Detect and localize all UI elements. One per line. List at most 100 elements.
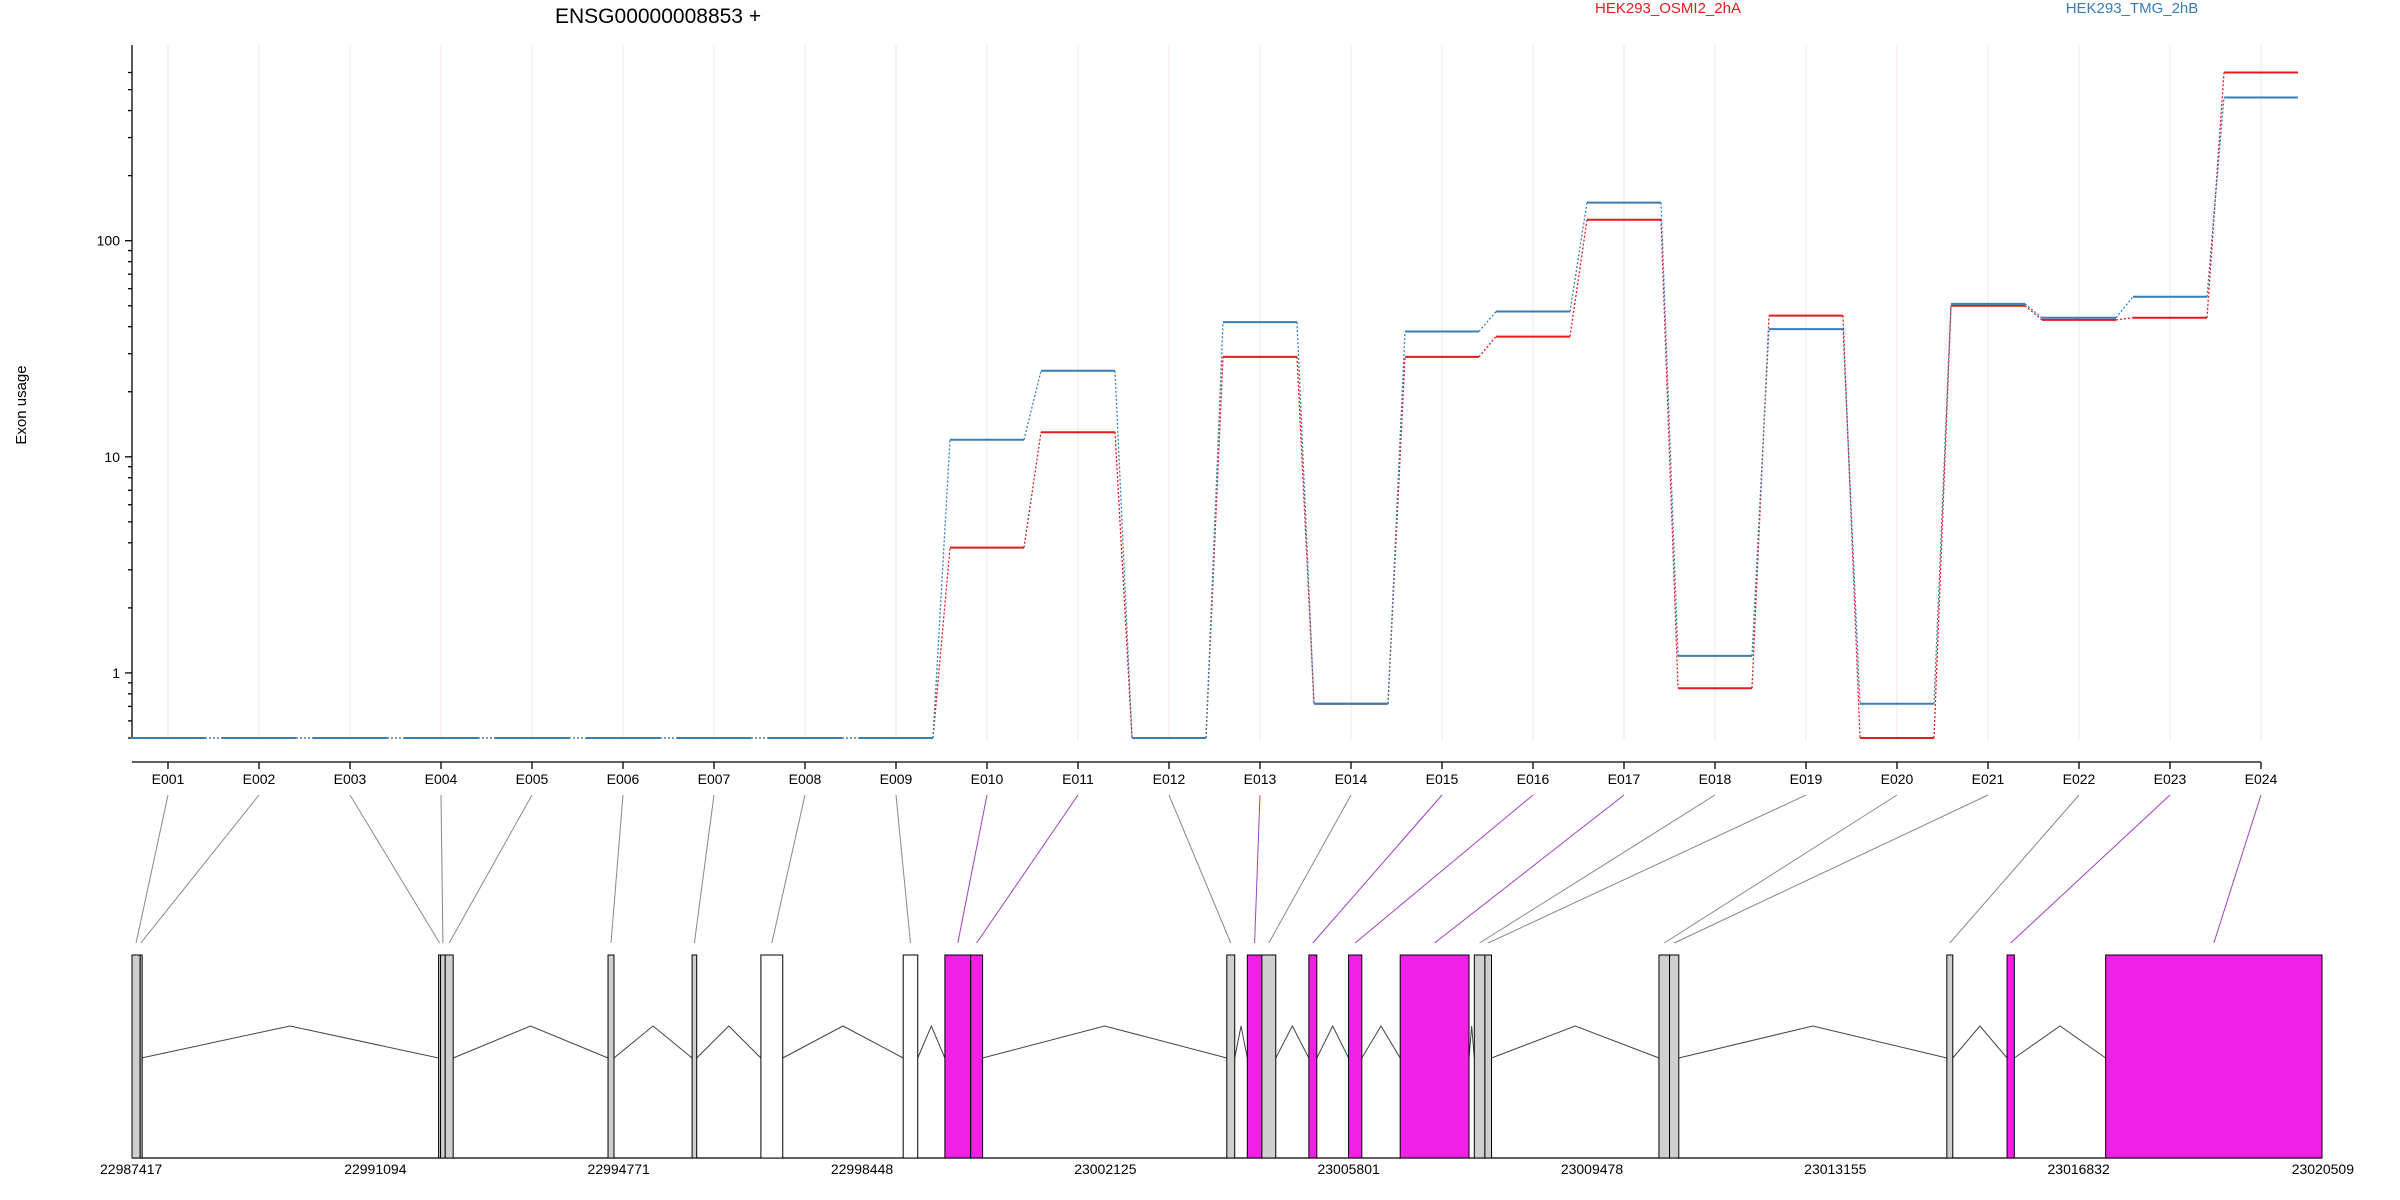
x-tick-label-e008: E008 (789, 771, 822, 787)
series-connector (2206, 72, 2225, 318)
mapping-line-e007 (693, 794, 715, 944)
mapping-line-e003 (349, 794, 441, 944)
mapping-line-e015 (1312, 794, 1443, 944)
series-connector (1660, 202, 1679, 656)
series-1 (131, 71, 2298, 739)
x-tick-label-e011: E011 (1062, 771, 1094, 787)
y-tick-label: 1 (112, 665, 120, 681)
series-connector (1478, 336, 1497, 358)
y-tick-label: 100 (97, 233, 121, 249)
mapping-line-e021 (1673, 794, 1989, 944)
x-tick-label-e013: E013 (1244, 771, 1277, 787)
gene-model: 22987417 22991094 22994771 22998448 23002125… (100, 954, 2354, 1177)
series-connector (1842, 329, 1861, 704)
series-connector (1296, 322, 1315, 704)
series-connector (2115, 317, 2134, 321)
x-tick-label-e004: E004 (425, 771, 458, 787)
series-connector (1114, 370, 1133, 739)
coordinate-tick-label: 23016832 (2048, 1161, 2111, 1177)
x-tick-label-e021: E021 (1972, 771, 2005, 787)
intron (1468, 1025, 1475, 1059)
y-axis: 1 10 100 (97, 45, 133, 739)
mapping-line-e008 (771, 794, 806, 944)
exon-bin-e008 (760, 954, 784, 1159)
exon-bin-e004 (440, 954, 446, 1159)
series-2 (131, 96, 2298, 739)
mapping-line-e020 (1663, 794, 1898, 944)
intron (1952, 1025, 2008, 1059)
x-tick-label-e007: E007 (698, 771, 731, 787)
series-connector (932, 439, 951, 739)
exon-bin-e019 (1484, 954, 1493, 1159)
mapping-line-e011 (976, 794, 1079, 944)
series-connector (1569, 219, 1588, 337)
series-connector (932, 547, 951, 739)
series-connector (1933, 303, 1952, 704)
x-tick-label-e024: E024 (2245, 771, 2278, 787)
coordinate-tick-label: 23009478 (1561, 1161, 1624, 1177)
coordinate-tick-label: 22994771 (588, 1161, 651, 1177)
chart-title: ENSG00000008853 + (555, 5, 761, 28)
x-tick-label-e023: E023 (2154, 771, 2187, 787)
series-connector (2024, 303, 2043, 319)
intron (696, 1025, 762, 1059)
exon-bin-e020 (1658, 954, 1671, 1159)
series-connector (1023, 432, 1042, 548)
x-tick-label-e012: E012 (1153, 771, 1186, 787)
series-connector (1023, 370, 1042, 440)
x-tick-label-e016: E016 (1517, 771, 1550, 787)
mapping-line-e023 (2010, 794, 2171, 944)
x-tick-label-e015: E015 (1426, 771, 1459, 787)
exon-bin-e011 (970, 954, 984, 1159)
y-tick-label: 10 (104, 449, 120, 465)
coordinate-tick-label: 22987417 (100, 1161, 163, 1177)
intron (2014, 1025, 2106, 1059)
mapping-line-e006 (610, 794, 624, 944)
x-tick-label-e017: E017 (1608, 771, 1641, 787)
mapping-line-e001 (135, 794, 169, 944)
intron (141, 1025, 439, 1059)
intron (1361, 1025, 1401, 1059)
intron (1678, 1025, 1947, 1059)
x-tick-label-e009: E009 (880, 771, 913, 787)
x-tick-label-e022: E022 (2063, 771, 2096, 787)
x-tick-label-e005: E005 (516, 771, 549, 787)
series-connector (1660, 219, 1679, 689)
series-connector (1751, 329, 1770, 656)
mapping-line-e016 (1354, 794, 1534, 944)
intron (1234, 1025, 1248, 1059)
x-tick-label-e006: E006 (607, 771, 640, 787)
exon-bin-e007 (691, 954, 698, 1159)
exon-bin-e005 (444, 954, 454, 1159)
mapping-line-e012 (1168, 794, 1232, 944)
mapping-line-e022 (1949, 794, 2080, 944)
x-axis: E001 E002 E003 E004 E005 E006 E007 E008 E009 E010… (132, 761, 2278, 787)
x-tick-label-e010: E010 (971, 771, 1004, 787)
series-connector (1842, 315, 1861, 739)
intron (613, 1025, 693, 1059)
coordinate-tick-label: 23002125 (1074, 1161, 1137, 1177)
intron (1491, 1025, 1660, 1059)
exon-bin-e010 (944, 954, 972, 1159)
exon-bin-e012 (1226, 954, 1236, 1159)
series-connector (2115, 296, 2134, 319)
mapping-line-e014 (1268, 794, 1352, 944)
grid-lines (167, 45, 2262, 740)
series-connector (1478, 311, 1497, 332)
mapping-line-e017 (1434, 794, 1625, 944)
x-tick-label-e019: E019 (1790, 771, 1823, 787)
mapping-line-e024 (2213, 794, 2262, 944)
intron (1275, 1024, 1310, 1059)
intron (1316, 1024, 1350, 1059)
series-connector (1205, 322, 1224, 739)
exon-bin-e006 (607, 954, 615, 1159)
mapping-line-e013 (1254, 794, 1261, 944)
mapping-line-e005 (448, 794, 533, 944)
exon-bin-e024 (2105, 954, 2323, 1159)
y-axis-label: Exon usage (13, 365, 30, 444)
exon-bin-e001 (131, 954, 141, 1159)
x-tick-label-e020: E020 (1881, 771, 1914, 787)
series-connector (2206, 97, 2225, 297)
